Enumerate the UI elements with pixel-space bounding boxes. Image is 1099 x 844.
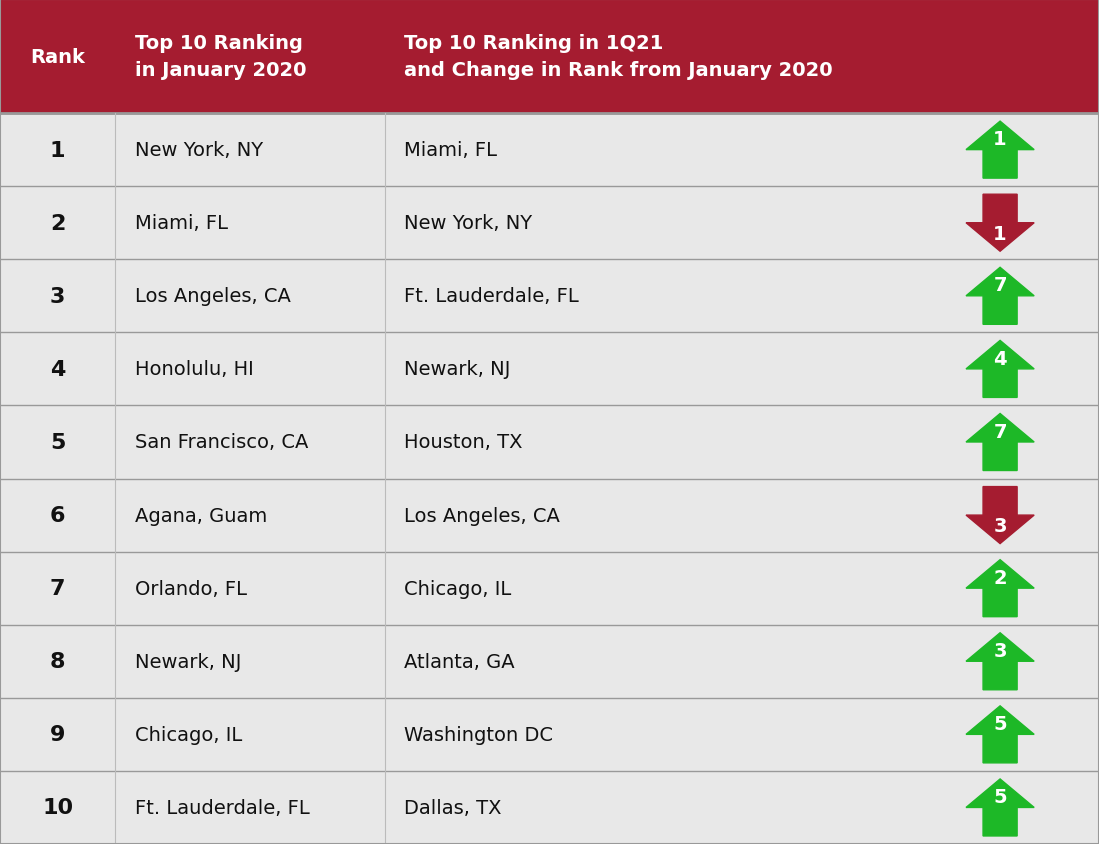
Text: 5: 5 [993, 787, 1007, 806]
Text: 5: 5 [993, 714, 1007, 733]
Polygon shape [966, 195, 1034, 252]
Text: New York, NY: New York, NY [404, 214, 533, 233]
Text: Ft. Lauderdale, FL: Ft. Lauderdale, FL [135, 798, 310, 817]
Text: San Francisco, CA: San Francisco, CA [135, 433, 309, 452]
Text: 7: 7 [993, 276, 1007, 295]
Text: 1: 1 [49, 140, 66, 160]
Text: 1: 1 [993, 130, 1007, 149]
Text: Top 10 Ranking in 1Q21
and Change in Rank from January 2020: Top 10 Ranking in 1Q21 and Change in Ran… [404, 35, 833, 79]
Text: 9: 9 [51, 724, 65, 744]
Text: 3: 3 [993, 517, 1007, 536]
Text: Los Angeles, CA: Los Angeles, CA [404, 506, 560, 525]
Text: New York, NY: New York, NY [135, 141, 264, 160]
Bar [0, 406, 1099, 479]
Text: Los Angeles, CA: Los Angeles, CA [135, 287, 291, 306]
Text: 2: 2 [993, 568, 1007, 587]
Text: Orlando, FL: Orlando, FL [135, 579, 247, 598]
Text: Washington DC: Washington DC [404, 725, 554, 744]
Text: 7: 7 [49, 578, 66, 598]
Bar [0, 698, 1099, 771]
Text: Ft. Lauderdale, FL: Ft. Lauderdale, FL [404, 287, 579, 306]
Text: Miami, FL: Miami, FL [135, 214, 229, 233]
Text: 5: 5 [51, 432, 65, 452]
Text: 4: 4 [51, 360, 65, 380]
Text: Top 10 Ranking
in January 2020: Top 10 Ranking in January 2020 [135, 35, 307, 79]
Bar [0, 552, 1099, 625]
Polygon shape [966, 706, 1034, 763]
Bar [0, 0, 1099, 114]
Text: 7: 7 [993, 422, 1007, 441]
Polygon shape [966, 487, 1034, 544]
Text: Rank: Rank [31, 47, 85, 67]
Polygon shape [966, 779, 1034, 836]
Bar [0, 187, 1099, 260]
Text: 4: 4 [993, 349, 1007, 368]
Text: Chicago, IL: Chicago, IL [135, 725, 243, 744]
Text: Agana, Guam: Agana, Guam [135, 506, 267, 525]
Text: 2: 2 [51, 214, 65, 234]
Bar [0, 479, 1099, 552]
Bar [0, 771, 1099, 844]
Polygon shape [966, 560, 1034, 617]
Polygon shape [966, 122, 1034, 179]
Text: Miami, FL: Miami, FL [404, 141, 498, 160]
Text: Chicago, IL: Chicago, IL [404, 579, 512, 598]
Text: Newark, NJ: Newark, NJ [404, 360, 511, 379]
Polygon shape [966, 414, 1034, 471]
Text: 10: 10 [42, 798, 74, 818]
Bar [0, 333, 1099, 406]
Text: 8: 8 [49, 652, 66, 672]
Text: Houston, TX: Houston, TX [404, 433, 523, 452]
Polygon shape [966, 268, 1034, 325]
Polygon shape [966, 341, 1034, 398]
Text: 3: 3 [993, 641, 1007, 660]
Text: 6: 6 [49, 506, 66, 526]
Text: 1: 1 [993, 225, 1007, 244]
Text: 3: 3 [51, 286, 65, 306]
Text: Atlanta, GA: Atlanta, GA [404, 652, 515, 671]
Text: Dallas, TX: Dallas, TX [404, 798, 502, 817]
Bar [0, 114, 1099, 187]
Text: Honolulu, HI: Honolulu, HI [135, 360, 254, 379]
Polygon shape [966, 633, 1034, 690]
Bar [0, 625, 1099, 698]
Bar [0, 260, 1099, 333]
Text: Newark, NJ: Newark, NJ [135, 652, 242, 671]
